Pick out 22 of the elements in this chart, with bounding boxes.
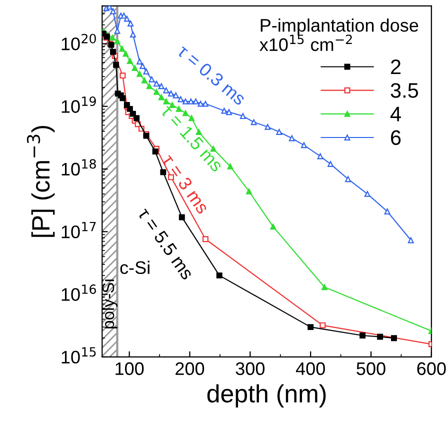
- x-tick-label: 400: [296, 362, 325, 376]
- legend-label: 4: [390, 106, 401, 122]
- legend-label: 2: [391, 59, 401, 74]
- legend-label: 6: [391, 130, 401, 145]
- y-tick-label: 10$^{19}$: [62, 96, 96, 113]
- x-tick-label: 500: [356, 362, 386, 376]
- annotation: τ = 0.3 ms: [176, 44, 247, 106]
- x-axis-title: depth (nm): [207, 384, 326, 408]
- annotation: c-Si: [120, 260, 150, 274]
- x-tick-label: 100: [116, 362, 144, 376]
- y-tick-label: 10$^{18}$: [62, 159, 96, 176]
- x-tick-label: 200: [176, 362, 204, 376]
- x-tick-label: 600: [417, 362, 446, 376]
- x-tick-label: 300: [236, 362, 265, 376]
- y-tick-label: 10$^{20}$: [62, 34, 96, 50]
- y-tick-label: 10$^{15}$: [62, 347, 96, 364]
- band-label: poly-Si: [102, 280, 118, 328]
- legend-label: 3.5: [390, 83, 418, 98]
- y-tick-label: 10$^{17}$: [62, 222, 96, 238]
- y-axis-title: [P] (cm$^{−3}$): [26, 126, 55, 237]
- legend-title: P-implantation dose x10$^{15}$ cm$^{−2}$: [260, 18, 418, 52]
- y-tick-label: 10$^{16}$: [62, 284, 96, 301]
